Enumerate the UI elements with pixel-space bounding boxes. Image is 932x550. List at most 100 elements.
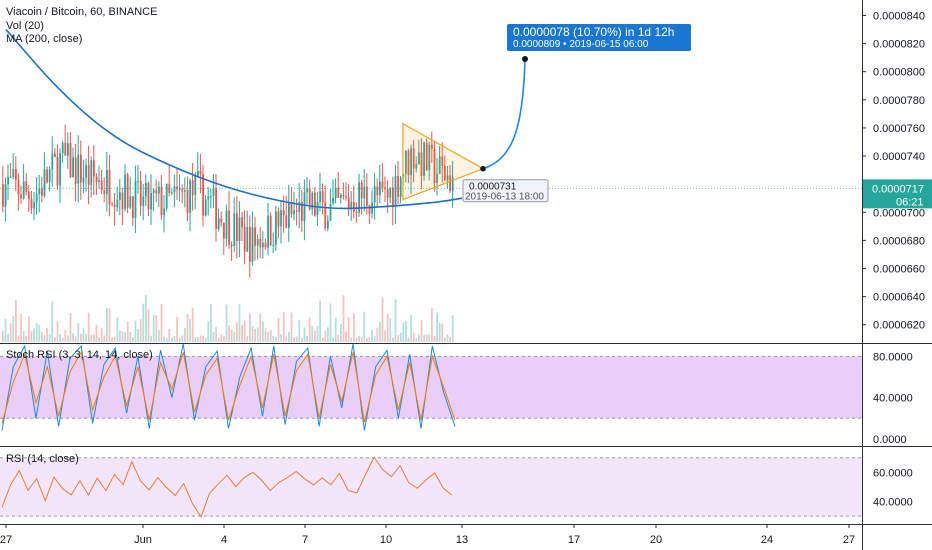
volume-bar xyxy=(363,311,366,342)
volume-bar xyxy=(371,329,373,342)
price-tick-label: 0.0000800 xyxy=(873,67,925,79)
stoch-tick-label: 0.0000 xyxy=(873,434,907,446)
candle-body xyxy=(199,170,202,175)
candle-body xyxy=(165,183,168,209)
volume-bar xyxy=(288,331,290,342)
candle-body xyxy=(449,175,451,192)
volume-bar xyxy=(163,336,165,342)
volume-bar xyxy=(147,309,150,342)
volume-bar xyxy=(262,321,264,342)
volume-bar xyxy=(329,303,332,342)
candle-body xyxy=(327,220,329,229)
volume-bar xyxy=(38,325,41,342)
candles-layer xyxy=(2,124,454,278)
volume-bar xyxy=(368,336,371,342)
candle-body xyxy=(51,153,54,170)
candle-body xyxy=(418,152,420,165)
candle-body xyxy=(277,211,280,227)
volume-bar xyxy=(155,315,158,342)
volume-bar xyxy=(194,337,197,342)
volume-bar xyxy=(35,322,38,342)
volume-bar xyxy=(87,312,90,342)
price-tick-label: 0.0000700 xyxy=(873,207,925,219)
volume-bar xyxy=(199,335,202,342)
ma-indicator-label[interactable]: MA (200, close) xyxy=(6,33,83,45)
candle-body xyxy=(321,191,324,203)
volume-bar xyxy=(269,329,272,342)
volume-bar xyxy=(178,337,181,342)
candle-body xyxy=(293,210,295,215)
candle-body xyxy=(410,148,412,176)
volume-bar xyxy=(191,307,194,342)
stoch-d-line xyxy=(1,350,456,424)
rsi-label[interactable]: RSI (14, close) xyxy=(6,453,79,465)
volume-bar xyxy=(108,308,111,342)
volume-bar xyxy=(285,336,288,342)
candle-body xyxy=(85,165,87,178)
volume-indicator-label[interactable]: Vol (20) xyxy=(6,20,44,32)
volume-bar xyxy=(428,334,431,342)
candle-body xyxy=(295,210,298,212)
volume-bar xyxy=(129,332,132,342)
volume-bar xyxy=(176,316,178,342)
candle-body xyxy=(64,142,67,156)
bar-countdown: 06:21 xyxy=(896,196,924,208)
volume-bar xyxy=(160,304,163,342)
volume-bar xyxy=(319,300,321,342)
volume-bar xyxy=(402,322,405,342)
volume-bar xyxy=(142,303,145,342)
volume-bar xyxy=(61,337,64,342)
candle-body xyxy=(17,179,20,195)
candle-body xyxy=(87,165,90,185)
volume-bar xyxy=(100,328,103,342)
volume-bar xyxy=(20,313,22,342)
projection-start-point xyxy=(480,165,486,172)
volume-bar xyxy=(106,307,108,342)
candle-body xyxy=(33,202,35,209)
candle-body xyxy=(204,199,207,216)
volume-bar xyxy=(171,337,173,342)
volume-bar xyxy=(451,315,454,342)
candle-body xyxy=(124,174,126,210)
date-tick-label: 10 xyxy=(380,534,392,546)
volume-bar xyxy=(98,337,100,342)
stoch-rsi-label[interactable]: Stoch RSI (3, 3, 14, 14, close) xyxy=(6,349,153,361)
volume-bar xyxy=(69,313,72,342)
volume-bar xyxy=(233,331,236,342)
volume-bar xyxy=(415,337,418,342)
volume-bar xyxy=(59,333,61,342)
candle-body xyxy=(43,169,46,196)
candle-body xyxy=(59,153,61,186)
candle-body xyxy=(407,150,410,176)
symbol-title[interactable]: Viacoin / Bitcoin, 60, BINANCE xyxy=(6,6,157,18)
candle-body xyxy=(147,183,150,210)
candle-body xyxy=(386,189,389,198)
candle-body xyxy=(223,222,225,239)
volume-bar xyxy=(337,334,340,342)
candle-body xyxy=(217,218,220,229)
candle-body xyxy=(38,188,41,194)
volume-bar xyxy=(228,325,230,342)
candle-body xyxy=(168,183,171,194)
volume-bar xyxy=(12,316,15,342)
volume-bar xyxy=(103,335,106,342)
volume-bar xyxy=(392,337,394,342)
volume-bar xyxy=(410,315,412,342)
candle-body xyxy=(275,211,277,245)
volume-bar xyxy=(290,312,293,342)
candle-body xyxy=(173,186,176,193)
volume-bar xyxy=(137,328,139,342)
candle-body xyxy=(28,191,30,199)
candle-body xyxy=(56,156,59,186)
volume-bar xyxy=(251,326,254,342)
ma-200-line xyxy=(5,28,463,210)
candle-body xyxy=(152,190,155,194)
candle-body xyxy=(155,190,158,194)
volume-bar xyxy=(22,330,25,342)
candle-body xyxy=(405,150,407,174)
candle-body xyxy=(46,169,48,183)
volume-bar xyxy=(381,297,384,342)
candle-body xyxy=(319,191,321,203)
candle-body xyxy=(376,186,379,196)
